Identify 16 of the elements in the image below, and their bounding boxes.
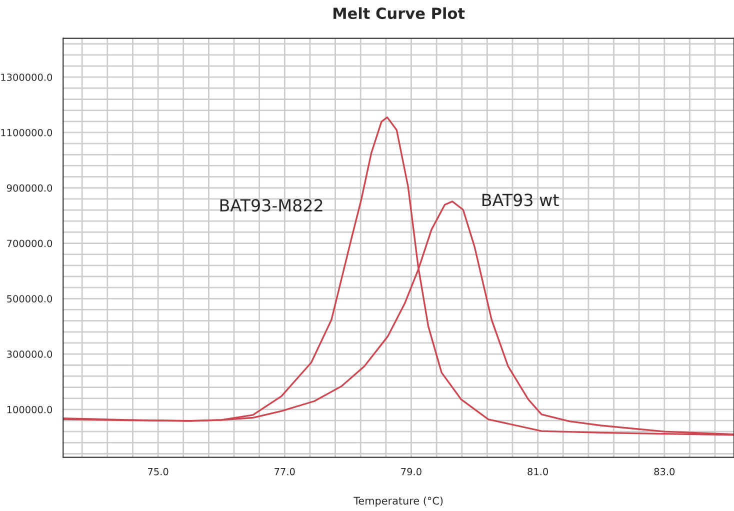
x-tick-label: 79.0 — [401, 468, 422, 476]
x-axis-title: Temperature (°C) — [354, 496, 443, 507]
x-tick-label: 83.0 — [654, 468, 675, 476]
y-tick-label: 700000.0 — [7, 240, 52, 248]
chart-title: Melt Curve Plot — [334, 7, 465, 20]
y-tick-label: 500000.0 — [7, 295, 52, 302]
y-tick-label: 100000.0 — [7, 406, 52, 414]
series-label: BAT93 wt — [482, 194, 559, 206]
y-tick-label: 1300000.0 — [1, 74, 52, 81]
x-tick-label: 75.0 — [148, 468, 168, 476]
x-tick-label: 81.0 — [528, 468, 548, 476]
y-tick-label: 300000.0 — [7, 350, 52, 358]
text: BAT93-M822 — [220, 199, 322, 212]
y-tick-label: 1100000.0 — [1, 128, 52, 136]
x-tick-label: 77.0 — [274, 468, 295, 476]
y-tick-label: 900000.0 — [6, 184, 52, 192]
